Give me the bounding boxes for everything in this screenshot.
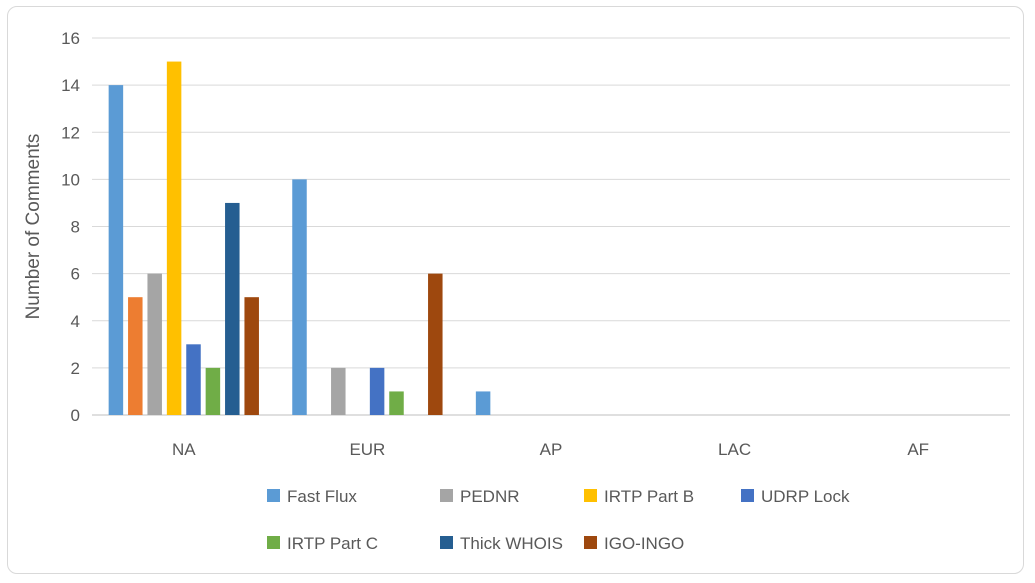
bars bbox=[108, 61, 491, 415]
bar bbox=[225, 202, 240, 415]
legend: Fast Flux PEDNR IRTP Part B UDRP Lock IRTP P… bbox=[267, 487, 850, 553]
legend-swatch bbox=[440, 489, 453, 502]
bar bbox=[108, 85, 124, 415]
y-tick-label: 4 bbox=[71, 312, 80, 331]
y-tick-label: 14 bbox=[61, 76, 80, 95]
legend-label: Fast Flux bbox=[287, 487, 357, 506]
legend-swatch bbox=[741, 489, 754, 502]
bar bbox=[428, 273, 443, 415]
legend-label: IRTP Part C bbox=[287, 534, 378, 553]
bar bbox=[389, 391, 404, 415]
y-tick-label: 12 bbox=[61, 123, 80, 142]
legend-label: PEDNR bbox=[460, 487, 520, 506]
legend-label: IGO-INGO bbox=[604, 534, 684, 553]
y-tick-label: 2 bbox=[71, 359, 80, 378]
x-tick-label: NA bbox=[172, 440, 196, 459]
legend-label: Thick WHOIS bbox=[460, 534, 563, 553]
y-tick-label: 10 bbox=[61, 170, 80, 189]
y-tick-label: 16 bbox=[61, 29, 80, 48]
y-axis-title: Number of Comments bbox=[23, 134, 44, 320]
bar bbox=[292, 179, 307, 415]
bar bbox=[147, 273, 162, 415]
y-tick-label: 8 bbox=[71, 218, 80, 237]
bar bbox=[331, 367, 346, 415]
y-tick-label: 6 bbox=[71, 265, 80, 284]
legend-swatch bbox=[584, 489, 597, 502]
legend-swatch bbox=[440, 536, 453, 549]
bar bbox=[475, 391, 491, 415]
x-tick-label: EUR bbox=[349, 440, 385, 459]
bar bbox=[369, 367, 385, 415]
x-tick-label: AF bbox=[907, 440, 929, 459]
bar bbox=[205, 367, 221, 415]
bar bbox=[244, 297, 259, 415]
bar bbox=[186, 344, 201, 415]
bar bbox=[166, 61, 182, 415]
axes: 0 2 4 6 8 10 12 14 16 Number of Comments NA EUR AP LA… bbox=[23, 29, 929, 459]
x-tick-label: LAC bbox=[718, 440, 751, 459]
y-tick-label: 0 bbox=[71, 406, 80, 425]
x-tick-label: AP bbox=[540, 440, 563, 459]
legend-swatch bbox=[267, 489, 280, 502]
legend-swatch bbox=[584, 536, 597, 549]
bar bbox=[128, 297, 143, 415]
legend-label: UDRP Lock bbox=[761, 487, 850, 506]
legend-label: IRTP Part B bbox=[604, 487, 694, 506]
legend-swatch bbox=[267, 536, 280, 549]
